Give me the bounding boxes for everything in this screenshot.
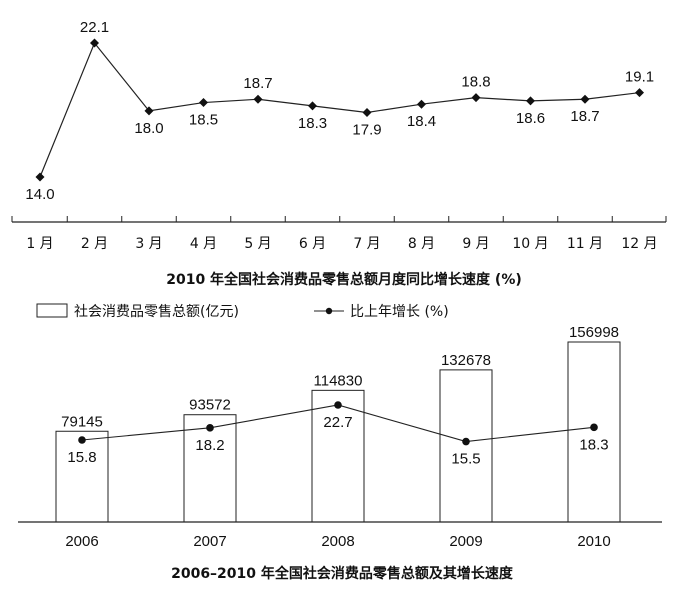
chart1-point-7 bbox=[362, 107, 372, 117]
chart2-x-tick-label-2006: 2006 bbox=[65, 533, 98, 550]
chart1-point-10 bbox=[526, 96, 535, 106]
chart1-data-label-1: 14.0 bbox=[25, 186, 54, 203]
chart2-x-tick-label-2009: 2009 bbox=[449, 533, 482, 550]
chart1-point-8 bbox=[417, 99, 426, 109]
chart1-data-label-7: 17.9 bbox=[352, 121, 381, 138]
bar-2010 bbox=[567, 341, 621, 523]
legend-line-marker bbox=[325, 307, 333, 315]
chart1-x-tick-label-11: 11 月 bbox=[567, 236, 603, 252]
chart1-data-label-11: 18.7 bbox=[570, 108, 599, 125]
chart1-x-tick-label-8: 8 月 bbox=[408, 236, 435, 252]
growth-label-2010: 18.3 bbox=[579, 436, 608, 453]
growth-point-2007 bbox=[206, 424, 214, 432]
bar-2009 bbox=[439, 369, 493, 523]
growth-point-2010 bbox=[590, 423, 598, 432]
chart2-x-tick-label-2010: 2010 bbox=[577, 533, 610, 550]
bar-label-2009: 132678 bbox=[441, 352, 491, 369]
bar-label-2007: 93572 bbox=[189, 397, 231, 414]
chart1-x-tick-label-1: 1 月 bbox=[26, 236, 53, 252]
chart1-data-label-2: 22.1 bbox=[80, 19, 109, 36]
legend-bar-swatch bbox=[36, 303, 68, 318]
chart2-x-tick-label-2008: 2008 bbox=[321, 533, 354, 550]
chart1-data-label-12: 19.1 bbox=[625, 69, 654, 86]
chart1-point-11 bbox=[580, 94, 590, 104]
chart2-x-tick-label-2007: 2007 bbox=[193, 533, 226, 550]
growth-label-2009: 15.5 bbox=[451, 451, 480, 468]
bar-2007 bbox=[183, 414, 237, 523]
chart1-point-12 bbox=[635, 88, 644, 98]
chart1-x-tick-label-2: 2 月 bbox=[81, 236, 108, 252]
chart1-x-tick-label-12: 12 月 bbox=[621, 236, 657, 252]
legend-line-label: 比上年增长 (%) bbox=[350, 304, 449, 320]
chart2-title: 2006–2010 年全国社会消费品零售总额及其增长速度 bbox=[171, 565, 514, 582]
chart1-point-6 bbox=[308, 101, 317, 111]
growth-point-2008 bbox=[334, 401, 342, 409]
chart1-x-tick-label-5: 5 月 bbox=[244, 236, 271, 252]
chart1-data-label-9: 18.8 bbox=[461, 74, 490, 91]
chart1-x-tick-label-10: 10 月 bbox=[512, 236, 548, 252]
growth-label-2007: 18.2 bbox=[195, 437, 224, 454]
growth-label-2006: 15.8 bbox=[67, 449, 96, 466]
growth-point-2006 bbox=[78, 436, 86, 444]
chart1-point-1 bbox=[35, 172, 45, 182]
growth-label-2008: 22.7 bbox=[323, 414, 352, 431]
legend-bar-label: 社会消费品零售总额(亿元) bbox=[74, 304, 239, 320]
chart1-point-3 bbox=[144, 106, 154, 116]
chart1-x-tick-label-7: 7 月 bbox=[353, 236, 380, 252]
chart1-point-9 bbox=[471, 93, 481, 103]
bar-2008 bbox=[311, 389, 365, 523]
chart1-point-2 bbox=[90, 38, 99, 48]
bar-label-2010: 156998 bbox=[569, 324, 619, 341]
chart1-data-label-4: 18.5 bbox=[189, 112, 218, 129]
bar-label-2006: 79145 bbox=[61, 413, 103, 430]
chart1-x-tick-label-6: 6 月 bbox=[299, 236, 326, 252]
bar-2006 bbox=[55, 430, 109, 523]
chart1-x-tick-label-4: 4 月 bbox=[190, 236, 217, 252]
chart1-data-label-10: 18.6 bbox=[516, 110, 545, 127]
chart1-data-label-6: 18.3 bbox=[298, 115, 327, 132]
chart1-x-tick-label-9: 9 月 bbox=[462, 236, 489, 252]
chart1-x-tick-label-3: 3 月 bbox=[135, 236, 162, 252]
bar-label-2008: 114830 bbox=[314, 372, 363, 389]
chart1-data-label-3: 18.0 bbox=[134, 120, 163, 137]
chart1-point-4 bbox=[199, 98, 208, 108]
chart1-point-5 bbox=[253, 94, 263, 104]
chart1-data-label-5: 18.7 bbox=[243, 75, 272, 92]
chart1-title: 2010 年全国社会消费品零售总额月度同比增长速度 (%) bbox=[166, 271, 522, 288]
chart1-data-label-8: 18.4 bbox=[407, 113, 436, 130]
growth-point-2009 bbox=[462, 437, 470, 446]
chart1-series-line bbox=[39, 41, 640, 178]
